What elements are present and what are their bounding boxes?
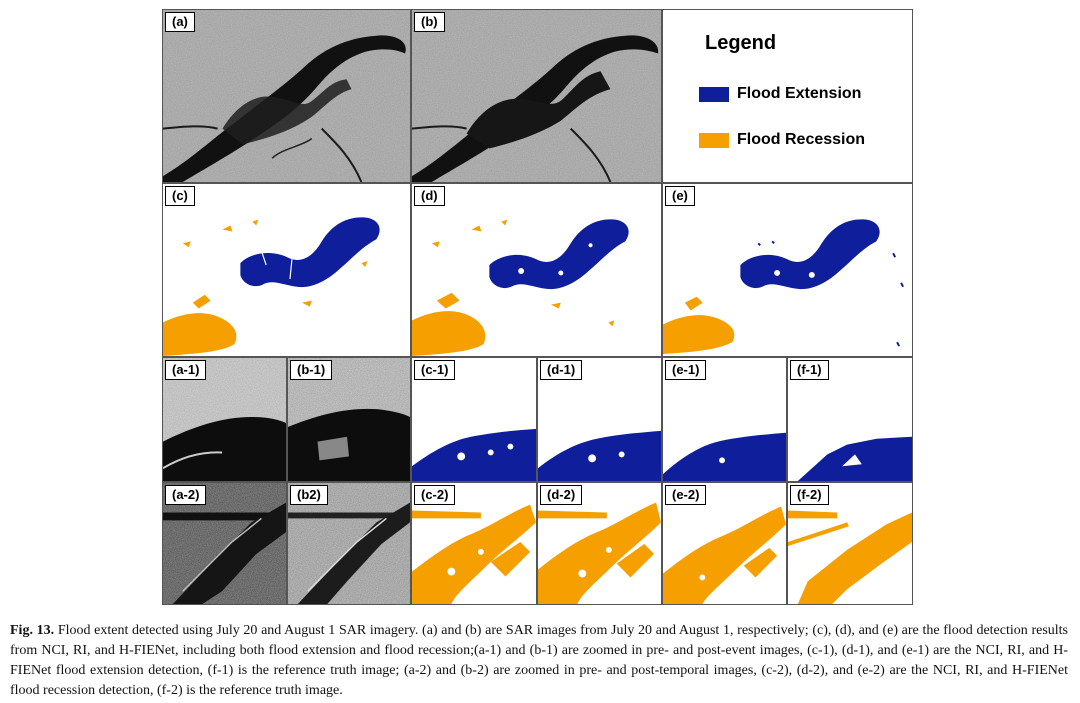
detection-map-c bbox=[163, 184, 410, 356]
panel-d-ri-detection: (d) bbox=[411, 183, 662, 357]
panel-e1-hfienet-extension: (e-1) bbox=[662, 357, 787, 482]
panel-label: (e-2) bbox=[665, 485, 707, 505]
panel-label: (b-1) bbox=[290, 360, 333, 380]
panel-label: (c-1) bbox=[414, 360, 456, 380]
panel-d2-ri-recession: (d-2) bbox=[537, 482, 662, 605]
zoom-sar-a2 bbox=[163, 483, 286, 604]
panel-label: (d-1) bbox=[540, 360, 583, 380]
panel-label: (e) bbox=[665, 186, 695, 206]
caption-text: Flood extent detected using July 20 and … bbox=[10, 623, 1068, 698]
legend-label: Flood Recession bbox=[737, 131, 866, 148]
figure-caption: Fig. 13. Flood extent detected using Jul… bbox=[10, 621, 1068, 701]
panel-a2-zoom-pre: (a-2) bbox=[162, 482, 287, 605]
panel-label: (d-2) bbox=[540, 485, 583, 505]
flood-recession-swatch bbox=[699, 132, 729, 148]
panel-label: (d) bbox=[414, 186, 445, 206]
panel-label: (a) bbox=[165, 12, 195, 32]
panel-label: (e-1) bbox=[665, 360, 707, 380]
panel-label: (a-2) bbox=[165, 485, 207, 505]
legend-item-flood-recession: Flood Recession bbox=[699, 131, 865, 149]
panel-c-nci-detection: (c) bbox=[162, 183, 411, 357]
legend-title: Legend bbox=[705, 32, 777, 54]
panel-c2-nci-recession: (c-2) bbox=[411, 482, 537, 605]
reference-map-f1 bbox=[788, 358, 912, 481]
legend-item-flood-extension: Flood Extension bbox=[699, 85, 861, 103]
flood-extension-swatch bbox=[699, 86, 729, 102]
panel-label: (f-1) bbox=[790, 360, 829, 380]
legend-panel: Legend Flood Extension Flood Recession bbox=[662, 9, 913, 183]
zoom-sar-b2 bbox=[288, 483, 410, 604]
panel-b-sar-aug1: (b) bbox=[411, 9, 662, 183]
panel-a-sar-july20: (a) bbox=[162, 9, 411, 183]
panel-f2-reference-recession: (f-2) bbox=[787, 482, 913, 605]
zoom-sar-b1 bbox=[288, 358, 410, 481]
panel-label: (c-2) bbox=[414, 485, 456, 505]
panel-c1-nci-extension: (c-1) bbox=[411, 357, 537, 482]
figure-13: (a) (b) Legend Flood Extension bbox=[162, 9, 913, 605]
panel-a1-zoom-pre: (a-1) bbox=[162, 357, 287, 482]
panel-label: (f-2) bbox=[790, 485, 829, 505]
panel-e-hfienet-detection: (e) bbox=[662, 183, 913, 357]
panel-e2-hfienet-recession: (e-2) bbox=[662, 482, 787, 605]
panel-b1-zoom-post: (b-1) bbox=[287, 357, 411, 482]
recession-map-d2 bbox=[538, 483, 661, 604]
sar-image-b bbox=[412, 10, 661, 182]
panel-label: (b) bbox=[414, 12, 445, 32]
legend-label: Flood Extension bbox=[737, 85, 862, 102]
detection-map-e bbox=[663, 184, 912, 356]
panel-d1-ri-extension: (d-1) bbox=[537, 357, 662, 482]
panel-f1-reference-extension: (f-1) bbox=[787, 357, 913, 482]
panel-label: (b2) bbox=[290, 485, 328, 505]
figure-number: Fig. 13. bbox=[10, 623, 55, 638]
panel-label: (c) bbox=[165, 186, 195, 206]
extension-map-d1 bbox=[538, 358, 661, 481]
panel-b2-zoom-post: (b2) bbox=[287, 482, 411, 605]
detection-map-d bbox=[412, 184, 661, 356]
panel-label: (a-1) bbox=[165, 360, 207, 380]
sar-image-a bbox=[163, 10, 410, 182]
